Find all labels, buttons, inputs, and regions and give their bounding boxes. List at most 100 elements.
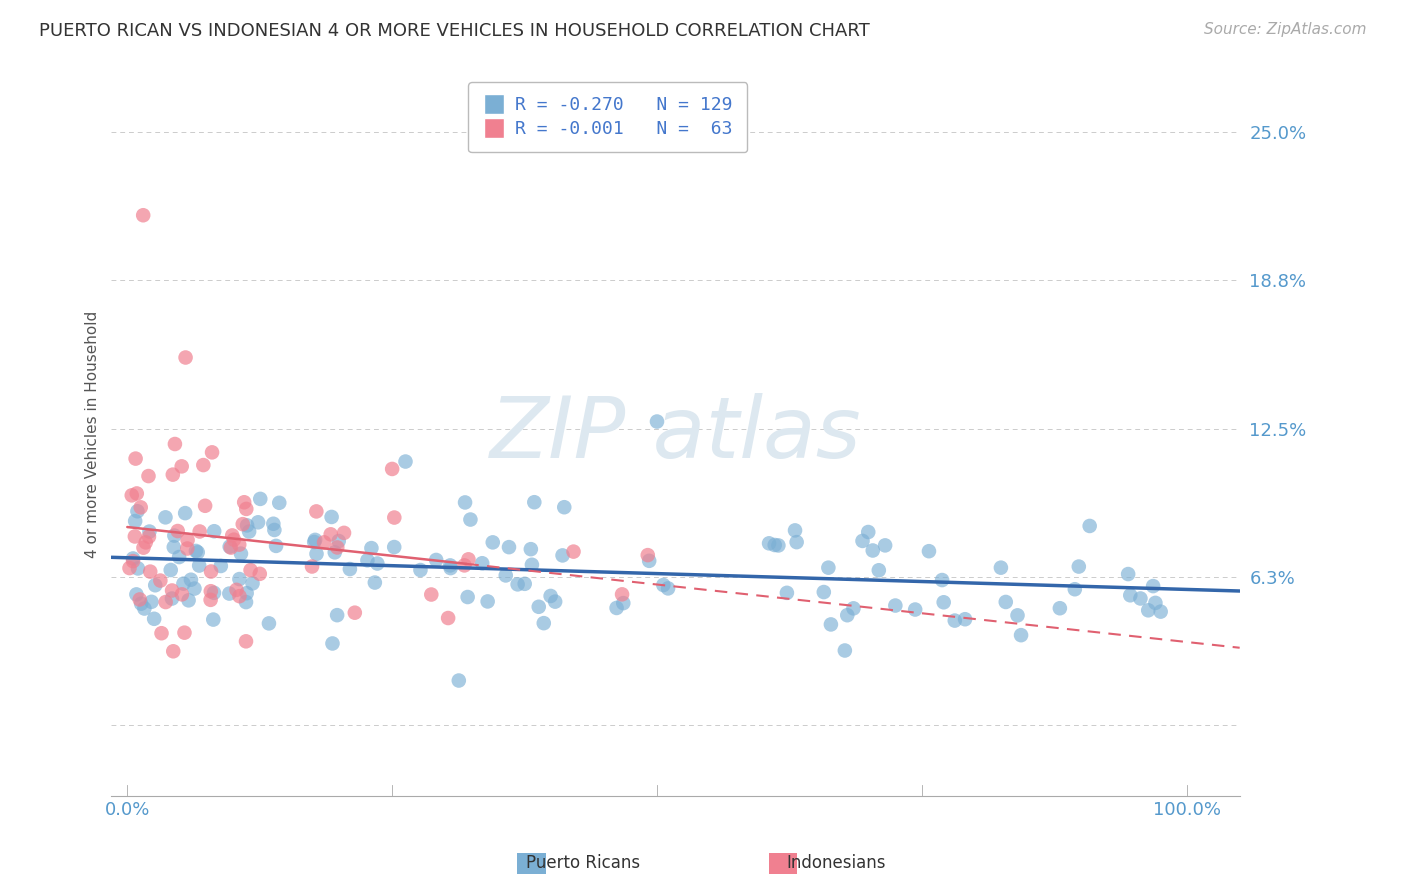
- Point: [247, 516, 270, 530]
- Point: [149, 574, 172, 588]
- Point: [1119, 588, 1142, 602]
- Point: [184, 544, 207, 558]
- Point: [188, 524, 211, 539]
- Point: [163, 437, 186, 451]
- Point: [326, 541, 349, 555]
- Point: [1010, 628, 1032, 642]
- Text: PUERTO RICAN VS INDONESIAN 4 OR MORE VEHICLES IN HOUSEHOLD CORRELATION CHART: PUERTO RICAN VS INDONESIAN 4 OR MORE VEH…: [39, 22, 870, 40]
- Point: [262, 516, 284, 531]
- Point: [520, 558, 543, 572]
- Legend: R = -0.270   N = 129, R = -0.001   N =  63: R = -0.270 N = 129, R = -0.001 N = 63: [468, 82, 747, 153]
- Point: [783, 524, 806, 538]
- Point: [138, 530, 160, 544]
- Point: [155, 595, 177, 609]
- Point: [128, 592, 150, 607]
- Point: [381, 462, 404, 476]
- Point: [364, 575, 387, 590]
- Point: [160, 591, 183, 606]
- Point: [394, 454, 416, 468]
- Point: [225, 582, 247, 597]
- Point: [477, 594, 499, 608]
- Point: [657, 582, 679, 596]
- Point: [193, 458, 215, 472]
- Point: [232, 517, 254, 532]
- Point: [366, 557, 388, 571]
- Point: [333, 525, 356, 540]
- Point: [235, 502, 257, 516]
- Point: [862, 543, 884, 558]
- Point: [302, 535, 325, 549]
- Point: [162, 644, 184, 658]
- Point: [652, 578, 675, 592]
- Point: [202, 613, 225, 627]
- Point: [420, 588, 443, 602]
- Point: [610, 587, 633, 601]
- Point: [1129, 591, 1152, 606]
- Point: [544, 594, 567, 608]
- Point: [183, 582, 205, 596]
- Point: [132, 208, 155, 222]
- Point: [124, 451, 146, 466]
- Point: [127, 504, 149, 518]
- Point: [235, 634, 257, 648]
- Point: [326, 608, 349, 623]
- Point: [124, 529, 146, 543]
- Point: [1137, 603, 1160, 617]
- Point: [305, 504, 328, 518]
- Point: [638, 554, 661, 568]
- Point: [249, 566, 271, 581]
- Point: [209, 559, 232, 574]
- Point: [842, 601, 865, 615]
- Point: [447, 673, 470, 688]
- Point: [150, 626, 173, 640]
- Point: [321, 510, 343, 524]
- Point: [159, 563, 181, 577]
- Point: [166, 524, 188, 538]
- Point: [820, 617, 842, 632]
- Point: [125, 486, 148, 500]
- Point: [520, 542, 543, 557]
- Point: [141, 595, 163, 609]
- Point: [953, 612, 976, 626]
- Point: [1144, 596, 1167, 610]
- Point: [768, 538, 790, 552]
- Point: [305, 547, 328, 561]
- Point: [125, 587, 148, 601]
- Point: [201, 445, 224, 459]
- Point: [612, 596, 634, 610]
- Point: [990, 560, 1012, 574]
- Text: ZIP atlas: ZIP atlas: [489, 393, 862, 476]
- Point: [301, 559, 323, 574]
- Point: [513, 576, 536, 591]
- Point: [132, 541, 155, 555]
- Point: [551, 549, 574, 563]
- Point: [481, 535, 503, 549]
- Point: [228, 538, 250, 552]
- Point: [994, 595, 1017, 609]
- Point: [239, 563, 262, 577]
- Point: [129, 500, 152, 515]
- Point: [786, 535, 808, 549]
- Point: [884, 599, 907, 613]
- Point: [170, 587, 193, 601]
- Point: [236, 518, 259, 533]
- Point: [868, 563, 890, 577]
- Point: [834, 643, 856, 657]
- Point: [162, 467, 184, 482]
- Point: [174, 506, 197, 520]
- Point: [219, 541, 242, 555]
- Point: [763, 538, 786, 552]
- Point: [200, 592, 222, 607]
- Point: [180, 573, 202, 587]
- Point: [122, 554, 145, 568]
- Point: [176, 533, 198, 547]
- Point: [176, 541, 198, 556]
- Point: [425, 553, 447, 567]
- Point: [498, 540, 520, 554]
- Point: [233, 495, 256, 509]
- Point: [229, 547, 252, 561]
- Point: [506, 577, 529, 591]
- Point: [143, 578, 166, 592]
- Point: [343, 606, 366, 620]
- Point: [858, 524, 880, 539]
